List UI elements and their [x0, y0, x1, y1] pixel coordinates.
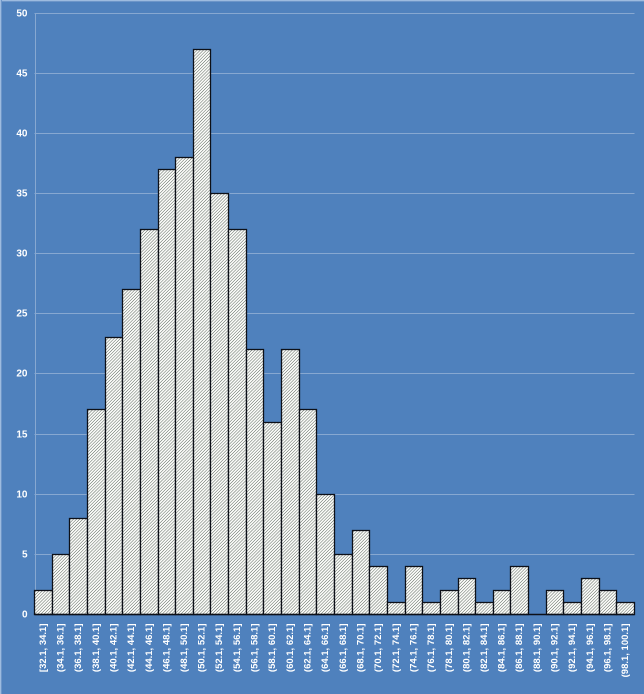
svg-text:(68.1, 70.1]: (68.1, 70.1]	[356, 624, 367, 673]
svg-text:(40.1, 42.1]: (40.1, 42.1]	[109, 624, 120, 673]
svg-text:15: 15	[16, 430, 28, 441]
svg-text:(96.1, 98.1]: (96.1, 98.1]	[603, 624, 614, 673]
svg-text:30: 30	[16, 249, 28, 260]
svg-text:(92.1, 94.1]: (92.1, 94.1]	[567, 624, 578, 673]
svg-text:(46.1, 48.1]: (46.1, 48.1]	[162, 624, 173, 673]
svg-text:(48.1, 50.1]: (48.1, 50.1]	[179, 624, 190, 673]
svg-text:(88.1, 90.1]: (88.1, 90.1]	[532, 624, 543, 673]
svg-text:0: 0	[22, 610, 28, 621]
svg-text:25: 25	[16, 309, 28, 320]
svg-text:(62.1, 64.1]: (62.1, 64.1]	[303, 624, 314, 673]
svg-text:(80.1, 82.1]: (80.1, 82.1]	[462, 624, 473, 673]
svg-text:(60.1, 62.1]: (60.1, 62.1]	[285, 624, 296, 673]
svg-text:45: 45	[16, 69, 28, 80]
svg-text:(34.1, 36.1]: (34.1, 36.1]	[56, 624, 67, 673]
svg-text:10: 10	[16, 490, 28, 501]
svg-text:(42.1, 44.1]: (42.1, 44.1]	[126, 624, 137, 673]
svg-text:(36.1, 38.1]: (36.1, 38.1]	[73, 624, 84, 673]
svg-text:(72.1, 74.1]: (72.1, 74.1]	[391, 624, 402, 673]
svg-text:(74.1, 76.1]: (74.1, 76.1]	[409, 624, 420, 673]
svg-text:20: 20	[16, 369, 28, 380]
svg-text:(38.1, 40.1]: (38.1, 40.1]	[91, 624, 102, 673]
svg-text:(58.1, 60.1]: (58.1, 60.1]	[267, 624, 278, 673]
svg-text:(86.1, 88.1]: (86.1, 88.1]	[514, 624, 525, 673]
svg-text:(52.1, 54.1]: (52.1, 54.1]	[214, 624, 225, 673]
svg-text:(50.1, 52.1]: (50.1, 52.1]	[197, 624, 208, 673]
svg-text:35: 35	[16, 189, 28, 200]
svg-text:(76.1, 78.1]: (76.1, 78.1]	[426, 624, 437, 673]
svg-text:(54.1, 56.1]: (54.1, 56.1]	[232, 624, 243, 673]
svg-text:(56.1, 58.1]: (56.1, 58.1]	[250, 624, 261, 673]
svg-text:[32.1, 34.1]: [32.1, 34.1]	[38, 624, 49, 673]
svg-text:(64.1, 66.1]: (64.1, 66.1]	[320, 624, 331, 673]
svg-text:(90.1, 92.1]: (90.1, 92.1]	[550, 624, 561, 673]
svg-text:50: 50	[16, 9, 28, 20]
svg-text:(70.1, 72.1]: (70.1, 72.1]	[373, 624, 384, 673]
svg-text:(98.1, 100.1]: (98.1, 100.1]	[620, 624, 631, 678]
svg-text:(44.1, 46.1]: (44.1, 46.1]	[144, 624, 155, 673]
svg-text:(78.1, 80.1]: (78.1, 80.1]	[444, 624, 455, 673]
svg-text:5: 5	[22, 550, 28, 561]
svg-text:(66.1, 68.1]: (66.1, 68.1]	[338, 624, 349, 673]
svg-text:(94.1, 96.1]: (94.1, 96.1]	[585, 624, 596, 673]
svg-text:(82.1, 84.1]: (82.1, 84.1]	[479, 624, 490, 673]
svg-text:(84.1, 86.1]: (84.1, 86.1]	[497, 624, 508, 673]
svg-text:40: 40	[16, 129, 28, 140]
